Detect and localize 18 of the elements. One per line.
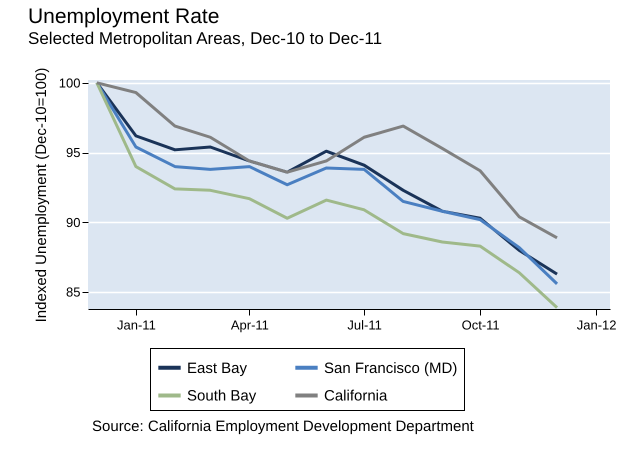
y-tick-label: 85 xyxy=(66,284,80,300)
x-tick-label: Jan-11 xyxy=(117,318,156,332)
chart-title: Unemployment Rate xyxy=(28,5,220,28)
line-series xyxy=(95,81,559,240)
legend-label: South Bay xyxy=(187,388,257,404)
y-tick-label: 95 xyxy=(66,145,80,160)
y-axis-title: Indexed Unemployment (Dec-10=100) xyxy=(32,68,50,322)
legend-label: East Bay xyxy=(187,360,248,377)
x-tick-label: Apr-11 xyxy=(230,318,269,332)
x-tick-label: Jul-11 xyxy=(347,318,382,332)
x-tick-label: Jan-12 xyxy=(576,318,617,332)
chart-subtitle: Selected Metropolitan Areas, Dec-10 to Dec-11 xyxy=(28,29,382,48)
legend-label: California xyxy=(324,388,388,404)
y-tick-label: 100 xyxy=(58,75,80,90)
y-tick-label: 90 xyxy=(66,214,80,230)
source-note: Source: California Employment Development Department xyxy=(92,418,474,435)
legend-label: San Francisco (MD) xyxy=(324,360,458,377)
x-tick-label: Oct-11 xyxy=(462,318,500,332)
